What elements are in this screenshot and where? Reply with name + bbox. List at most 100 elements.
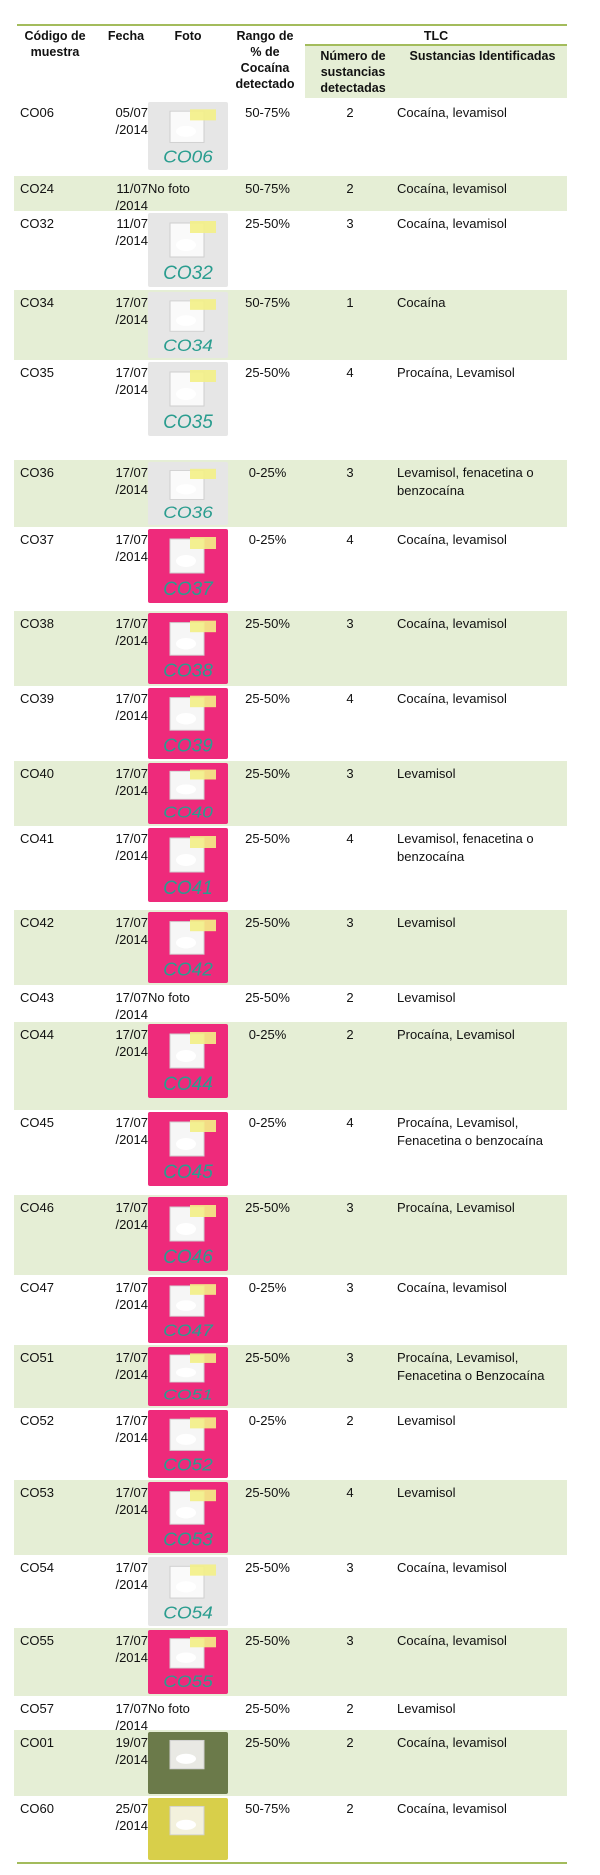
sample-date-day: 17/07 <box>115 990 148 1005</box>
sample-date-day: 17/07 <box>115 1633 148 1648</box>
sample-code: CO54 <box>20 1560 54 1575</box>
substance-count: 4 <box>346 365 354 380</box>
sample-date-day: 17/07 <box>115 1350 148 1365</box>
substance-count: 4 <box>346 1485 354 1500</box>
table-row <box>14 176 567 211</box>
table-bottom-rule <box>17 1862 567 1864</box>
sample-date-year: /2014 <box>115 783 148 798</box>
identified-substances: Procaína, Levamisol <box>397 1200 515 1215</box>
sample-photo: CO55 <box>148 1630 228 1694</box>
table-row <box>14 1628 567 1696</box>
svg-text:CO44: CO44 <box>163 1074 213 1095</box>
substance-count: 4 <box>346 532 354 547</box>
header-tlc-rule <box>305 44 567 46</box>
sample-code: CO53 <box>20 1485 54 1500</box>
sample-code: CO46 <box>20 1200 54 1215</box>
identified-substances: Levamisol <box>397 1701 456 1716</box>
cocaine-range: 25-50% <box>245 990 290 1005</box>
svg-text:CO42: CO42 <box>163 959 213 980</box>
sample-photo: CO39 <box>148 688 228 759</box>
cocaine-range: 25-50% <box>245 915 290 930</box>
substance-count: 3 <box>346 1560 354 1575</box>
identified-substances: Cocaína, levamisol <box>397 1280 507 1295</box>
sample-code: CO35 <box>20 365 54 380</box>
table-header: Código de muestra Fecha Foto Rango de % … <box>0 26 600 98</box>
sample-date-year: /2014 <box>115 312 148 327</box>
cocaine-range: 25-50% <box>245 1485 290 1500</box>
sample-date-year: /2014 <box>115 1297 148 1312</box>
sample-date-year: /2014 <box>115 848 148 863</box>
cocaine-range: 25-50% <box>245 365 290 380</box>
sample-date-day: 17/07 <box>115 691 148 706</box>
sample-date-year: /2014 <box>115 1430 148 1445</box>
header-numero: Número de sustancias detectadas <box>320 49 386 95</box>
sample-date-day: 17/07 <box>115 295 148 310</box>
sample-date-year: /2014 <box>115 1577 148 1592</box>
identified-substances: Cocaína, levamisol <box>397 181 507 196</box>
identified-substances: Cocaína, levamisol <box>397 532 507 547</box>
identified-substances: Cocaína, levamisol <box>397 616 507 631</box>
cocaine-range: 25-50% <box>245 1560 290 1575</box>
sample-date-year: /2014 <box>115 633 148 648</box>
identified-substances: Levamisol <box>397 766 456 781</box>
svg-text:CO39: CO39 <box>163 735 213 756</box>
identified-substances: Procaína, Levamisol <box>397 365 515 380</box>
svg-text:CO38: CO38 <box>163 660 213 681</box>
sample-code: CO40 <box>20 766 54 781</box>
substance-count: 3 <box>346 1350 354 1365</box>
sample-code: CO01 <box>20 1735 54 1750</box>
sample-code: CO52 <box>20 1413 54 1428</box>
table-row <box>14 761 567 826</box>
sample-date-day: 19/07 <box>115 1735 148 1750</box>
sample-date-day: 11/07 <box>116 216 148 231</box>
sample-photo: CO46 <box>148 1197 228 1271</box>
sample-photo: CO41 <box>148 828 228 902</box>
cocaine-range: 25-50% <box>245 1633 290 1648</box>
sample-date-day: 17/07 <box>115 1701 148 1716</box>
cocaine-range: 0-25% <box>248 465 287 480</box>
sample-photo: CO44 <box>148 1024 228 1098</box>
sample-code: CO38 <box>20 616 54 631</box>
svg-text:CO32: CO32 <box>163 263 213 284</box>
identified-substances: Levamisol <box>397 990 456 1005</box>
sample-photo: CO06 <box>148 102 228 170</box>
sample-code: CO42 <box>20 915 54 930</box>
sample-date-year: /2014 <box>115 1007 148 1022</box>
sample-photo: CO40 <box>148 763 228 824</box>
header-foto: Foto <box>174 29 202 43</box>
sample-date-day: 17/07 <box>115 1413 148 1428</box>
sample-photo: CO51 <box>148 1347 228 1406</box>
sample-code: CO55 <box>20 1633 54 1648</box>
table-row <box>14 290 567 360</box>
sample-date-day: 17/07 <box>115 1560 148 1575</box>
sample-photo: CO37 <box>148 529 228 603</box>
sample-date-year: /2014 <box>115 1650 148 1665</box>
header-sustancias: Sustancias Identificadas <box>409 49 556 63</box>
identified-substances: Levamisol, fenacetina o benzocaína <box>397 831 534 864</box>
svg-text:CO52: CO52 <box>163 1454 213 1474</box>
identified-substances: Cocaína <box>397 295 446 310</box>
sample-date-year: /2014 <box>115 1502 148 1517</box>
sample-code: CO51 <box>20 1350 54 1365</box>
svg-text:CO46: CO46 <box>163 1247 213 1268</box>
substance-count: 2 <box>346 181 354 196</box>
sample-code: CO44 <box>20 1027 54 1042</box>
substance-count: 2 <box>346 1027 354 1042</box>
sample-photo <box>148 1732 228 1794</box>
sample-photo: CO54 <box>148 1557 228 1626</box>
sample-photo <box>148 1798 228 1860</box>
svg-text:CO54: CO54 <box>163 1602 213 1622</box>
header-codigo: Código de muestra <box>24 29 86 59</box>
no-photo-text: No foto <box>148 181 190 196</box>
identified-substances: Cocaína, levamisol <box>397 105 507 120</box>
table-top-rule <box>17 24 567 26</box>
sample-date-day: 17/07 <box>115 365 148 380</box>
cocaine-range: 0-25% <box>248 1115 287 1130</box>
sample-photo: CO47 <box>148 1277 228 1343</box>
cocaine-range: 25-50% <box>245 691 290 706</box>
sample-code: CO41 <box>20 831 54 846</box>
substance-count: 2 <box>346 990 354 1005</box>
cocaine-range: 25-50% <box>245 1350 290 1365</box>
table-row <box>14 1022 567 1110</box>
table-row <box>14 910 567 985</box>
